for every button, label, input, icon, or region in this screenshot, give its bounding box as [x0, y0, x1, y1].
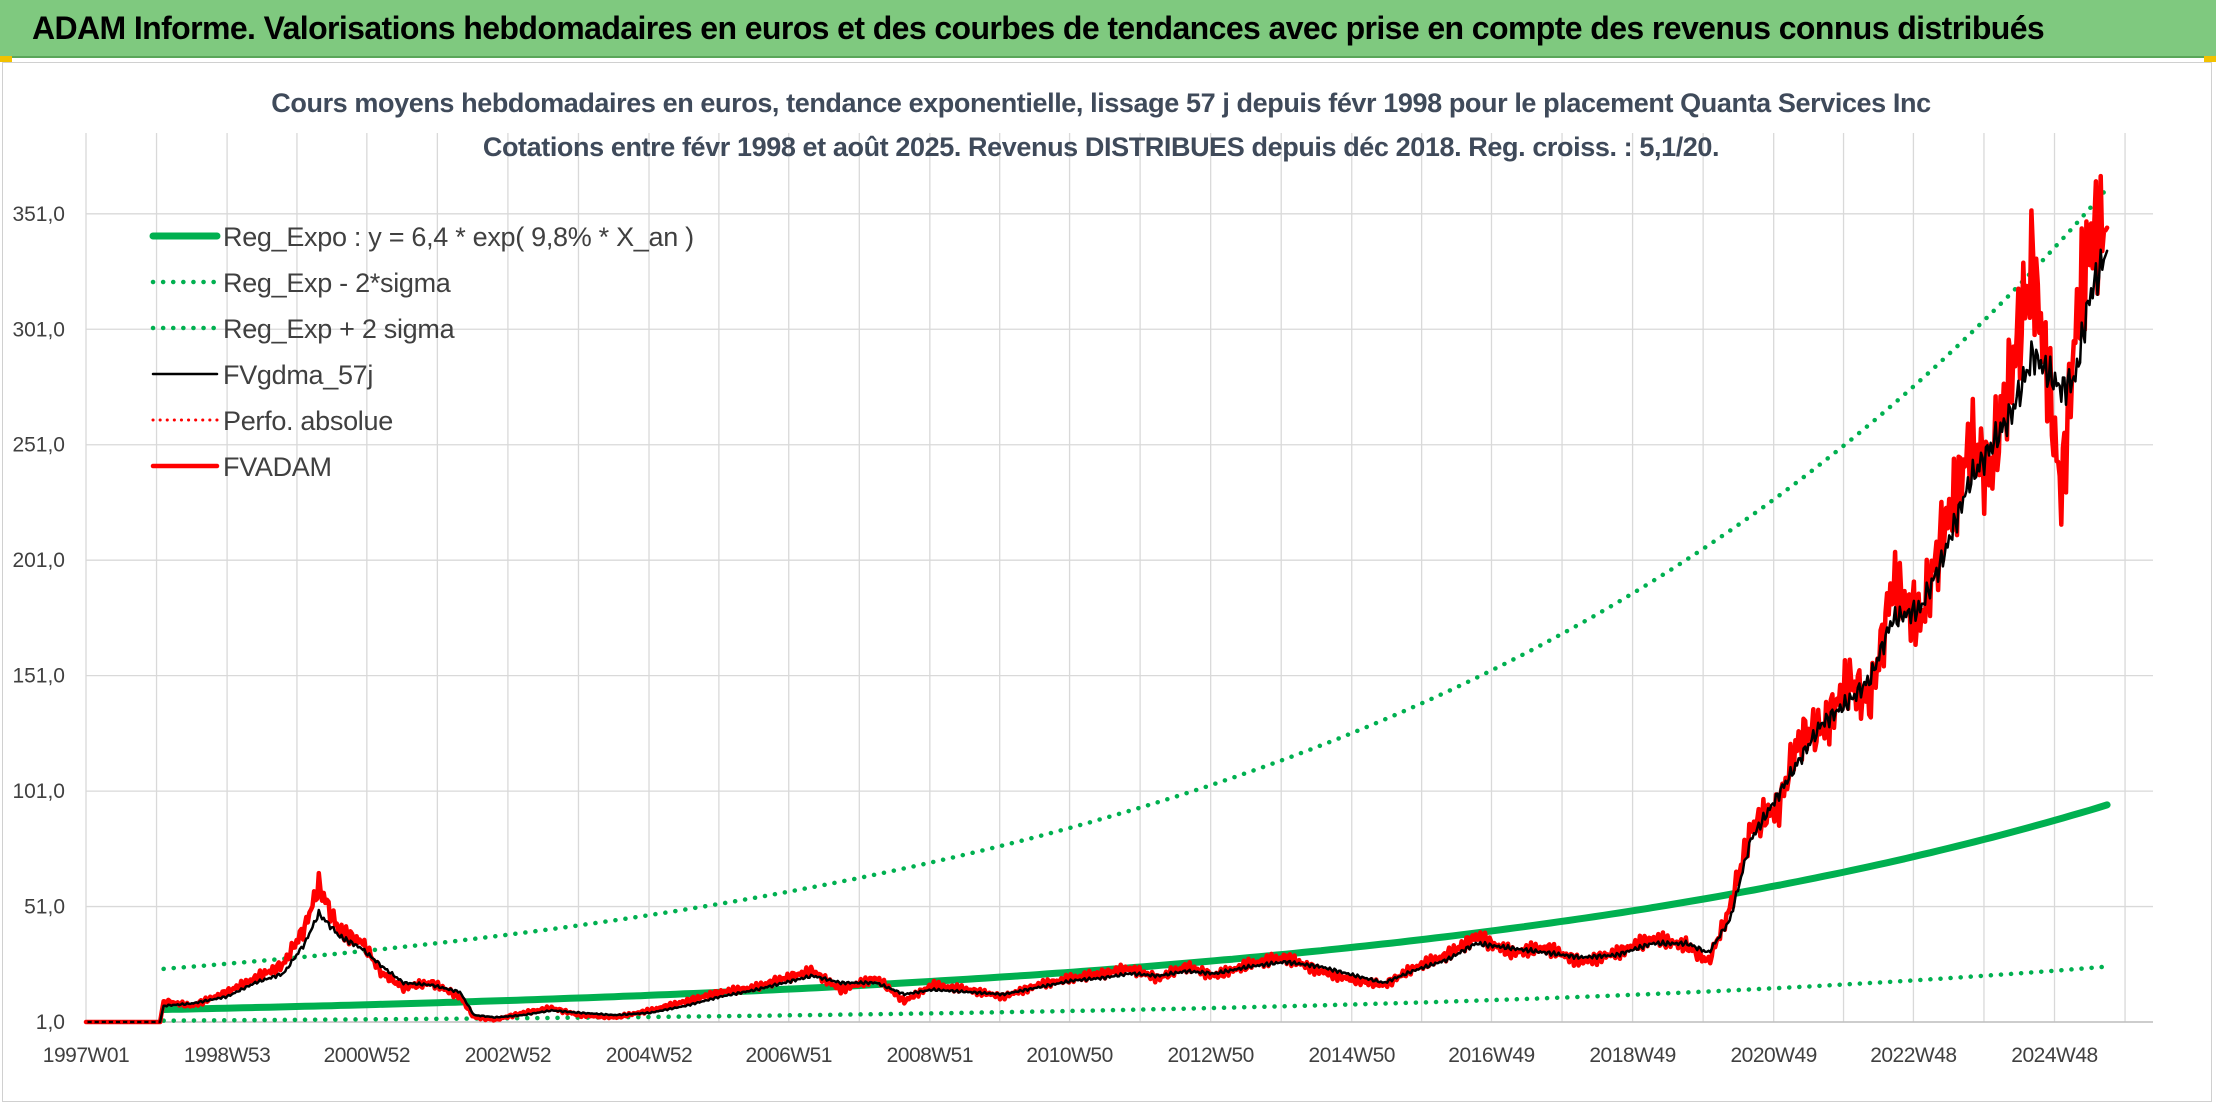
x-tick-label: 2014W50: [1309, 1044, 1395, 1067]
x-tick-label: 2012W50: [1167, 1044, 1253, 1067]
legend-label-2: Reg_Exp - 2*sigma: [223, 268, 452, 298]
series-layer: [83, 173, 2111, 1025]
x-axis: 1997W01 1998W53 2000W52 2002W52 2004W52 2006W…: [43, 1044, 2098, 1067]
corner-marker-right: [2204, 56, 2216, 62]
legend-label-3: Reg_Exp + 2 sigma: [223, 314, 456, 344]
legend: Reg_Expo : y = 6,4 * exp( 9,8% * X_an ) R…: [149, 222, 694, 482]
x-tick-label: 2022W48: [1870, 1044, 1956, 1067]
chart-title: Cours moyens hebdomadaires en euros, ten…: [271, 88, 1931, 118]
x-tick-label: 2006W51: [746, 1044, 832, 1067]
report-title: ADAM Informe. Valorisations hebdomadaire…: [32, 10, 2045, 46]
chart-frame: Cours moyens hebdomadaires en euros, ten…: [2, 62, 2212, 1102]
x-tick-label: 2024W48: [2011, 1044, 2097, 1067]
x-tick-label: 2000W52: [324, 1044, 410, 1067]
series-line-4: [84, 248, 2109, 1024]
y-tick-label: 251,0: [12, 434, 65, 457]
y-tick-label: 51,0: [24, 896, 65, 919]
report-header-bar: ADAM Informe. Valorisations hebdomadaire…: [0, 0, 2216, 58]
y-tick-label: 1,0: [36, 1011, 65, 1034]
y-axis: 1,0 51,0 101,0 151,0 201,0 251,0 301,0 351,0: [12, 203, 65, 1034]
y-tick-label: 351,0: [12, 203, 65, 226]
y-tick-label: 101,0: [12, 780, 65, 803]
x-tick-label: 2002W52: [465, 1044, 551, 1067]
y-tick-label: 201,0: [12, 549, 65, 572]
series-line-3: [161, 186, 2110, 972]
legend-label-4: FVgdma_57j: [223, 360, 373, 390]
grid-layer: [85, 133, 2153, 1023]
x-tick-label: 1997W01: [43, 1044, 129, 1067]
legend-label-1: Reg_Expo : y = 6,4 * exp( 9,8% * X_an ): [223, 222, 694, 252]
series-line-1: [160, 801, 2111, 1013]
x-tick-label: 2020W49: [1730, 1044, 1816, 1067]
y-tick-label: 151,0: [12, 665, 65, 688]
legend-label-5: Perfo. absolue: [223, 406, 393, 436]
x-tick-label: 2004W52: [606, 1044, 692, 1067]
x-tick-label: 1998W53: [184, 1044, 270, 1067]
x-tick-label: 2008W51: [887, 1044, 973, 1067]
series-line-6: [83, 173, 2110, 1025]
chart-svg: Cours moyens hebdomadaires en euros, ten…: [12, 88, 2153, 1067]
x-tick-label: 2010W50: [1026, 1044, 1112, 1067]
chart-subtitle: Cotations entre févr 1998 et août 2025. …: [483, 132, 1719, 162]
legend-label-6: FVADAM: [223, 452, 332, 482]
corner-marker-left: [0, 56, 12, 62]
x-tick-label: 2018W49: [1589, 1044, 1675, 1067]
x-tick-label: 2016W49: [1448, 1044, 1534, 1067]
y-tick-label: 301,0: [12, 318, 65, 341]
